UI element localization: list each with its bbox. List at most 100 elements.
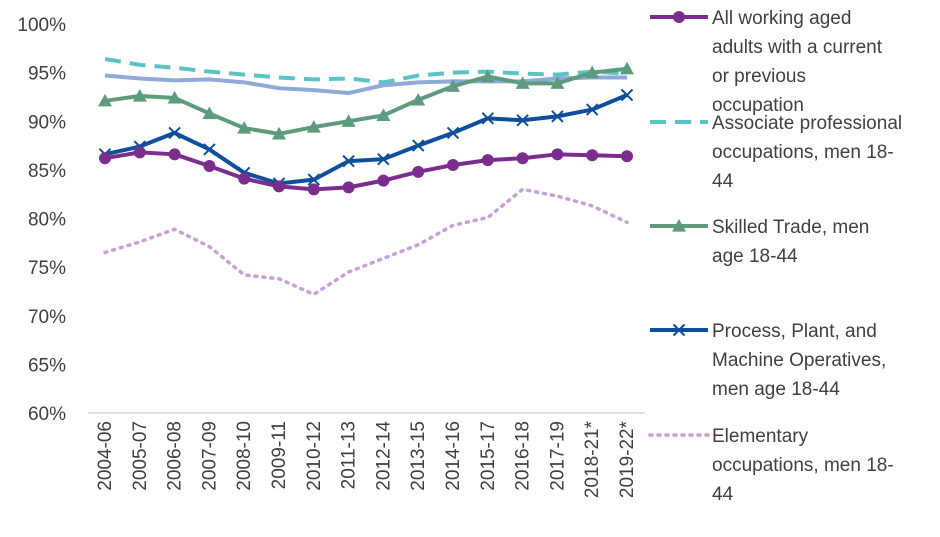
triangle-marker [272,126,286,140]
series-1 [104,57,628,85]
circle-marker [99,152,111,165]
x-marker [307,173,321,186]
legend-label: Associate professional [712,113,902,134]
series-line [103,187,629,297]
y-tick-label: 75% [28,258,66,279]
x-marker [551,110,564,123]
legend-entry: Process, Plant, and Machine Operatives, me… [650,321,886,400]
y-tick-label: 90% [28,112,66,133]
series-line [104,73,627,96]
circle-marker [168,148,181,161]
series-line [104,66,628,136]
axes: 60% 65% 70% 75% 80% 85% 90% 95% 100% 2004-06 2005-… [17,15,645,498]
legend-label: adults with a current [712,37,883,58]
x-tick-label: 2006-08 [165,421,186,491]
triangle-marker [515,76,530,89]
x-tick-label: 2015-17 [478,421,499,491]
series-0 [99,146,633,196]
x-marker [446,126,460,140]
legend-label: Elementary [712,426,809,447]
legend-entry: All working aged adults with a current or … [650,8,883,116]
legend-label: Skilled Trade, men [712,217,869,238]
x-tick-label: 2007-09 [199,421,220,491]
circle-marker [447,159,459,172]
x-marker [411,139,425,152]
y-tick-label: 65% [28,355,66,376]
triangle-marker [167,90,182,104]
triangle-marker [550,76,565,89]
series-lines [98,57,634,297]
triangle-marker [132,88,147,102]
y-tick-label: 60% [28,404,66,425]
y-tick-label: 85% [28,161,66,182]
legend-label: Machine Operatives, [712,350,886,371]
x-tick-label: 2009-11 [269,421,290,489]
legend-label: 44 [712,484,734,505]
x-marker [342,154,355,168]
x-tick-label: 2011-13 [339,421,360,489]
triangle-marker [411,92,426,106]
legend-label: or previous [712,66,806,87]
x-tick-label: 2019-22* [617,420,638,498]
series-line [104,93,628,186]
series-2 [104,73,627,96]
y-tick-label: 95% [28,64,66,85]
x-marker [377,152,390,166]
y-tick-label: 70% [28,307,66,328]
y-tick-label: 100% [17,15,66,36]
triangle-marker [306,120,321,133]
legend-label: 44 [712,171,734,192]
x-tick-label: 2017-19 [547,421,568,491]
circle-marker [481,154,494,167]
legend-entry: Skilled Trade, men age 18-44 [650,217,869,267]
circle-marker [273,180,285,193]
triangle-marker [341,114,356,127]
legend-entry: Elementary occupations, men 18- 44 [648,426,894,505]
legend-label: occupations, men 18- [712,455,894,476]
triangle-marker [98,93,112,107]
x-marker [168,126,181,140]
circle-marker [307,183,320,196]
x-marker [481,112,495,125]
x-marker [585,103,599,116]
x-tick-label: 2016-18 [513,421,534,491]
series-line [104,150,628,192]
circle-marker [342,181,355,194]
legend-label: age 18-44 [712,246,798,267]
circle-marker [203,159,216,172]
series-3 [98,61,634,140]
triangle-marker [620,61,634,75]
series-5 [103,187,629,297]
y-tick-label: 80% [28,210,66,231]
circle-marker [551,148,564,161]
series-line [104,57,628,85]
triangle-marker [237,121,252,134]
legend-entry: Associate professional occupations, men 1… [650,113,902,192]
triangle-marker [446,79,460,92]
x-tick-label: 2013-15 [408,421,429,491]
circle-marker [238,172,251,185]
triangle-marker [672,219,686,232]
legend-label: Process, Plant, and [712,321,877,342]
x-tick-label: 2005-07 [130,421,151,491]
legend-label: men age 18-44 [712,379,840,400]
x-marker [672,323,686,337]
triangle-marker [480,69,495,83]
x-tick-label: 2004-06 [95,421,116,491]
legend: All working aged adults with a current or … [648,8,902,505]
series-4 [98,88,634,190]
circle-marker [412,165,425,178]
circle-marker [586,149,599,162]
x-marker [203,143,216,156]
circle-marker [673,11,685,23]
legend-label: occupations, men 18- [712,142,894,163]
x-tick-label: 2008-10 [234,421,255,491]
x-tick-label: 2018-21* [582,420,603,498]
triangle-marker [202,106,217,120]
legend-label: occupation [712,95,804,116]
circle-marker [621,150,633,163]
x-marker [516,114,529,127]
x-tick-label: 2010-12 [304,421,325,491]
